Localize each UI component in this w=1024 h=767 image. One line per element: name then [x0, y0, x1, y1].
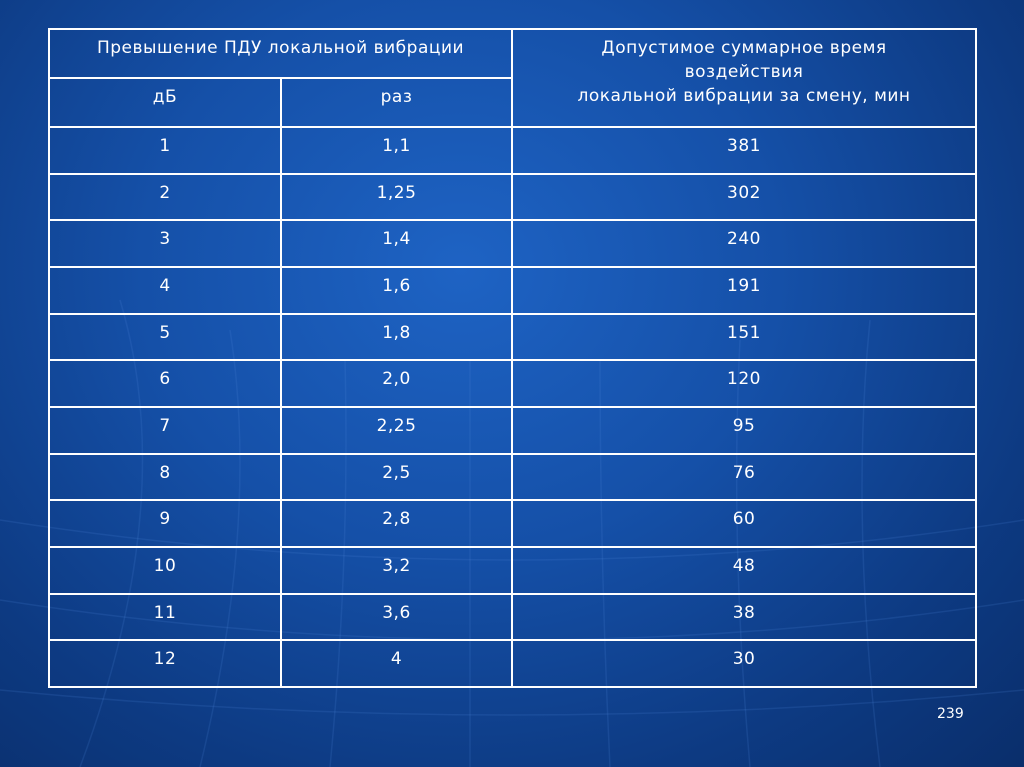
cell-times: 3,6 [279, 592, 514, 642]
cell-times: 1,8 [279, 312, 514, 362]
cell-times: 1,6 [279, 265, 514, 315]
cell-times: 1,4 [279, 219, 514, 268]
table-row: 4 1,6 191 [48, 265, 978, 315]
cell-db: 11 [48, 592, 282, 642]
table-row: 6 2,0 120 [48, 359, 978, 408]
cell-minutes: 95 [511, 405, 978, 455]
cell-db: 2 [48, 172, 282, 222]
cell-minutes: 76 [511, 452, 978, 502]
table-row: 12 4 30 [48, 639, 978, 688]
cell-minutes: 240 [511, 219, 978, 268]
table-row: 8 2,5 76 [48, 452, 978, 502]
cell-times: 1,1 [279, 126, 514, 175]
vibration-exposure-table: Превышение ПДУ локальной вибрации Допуст… [47, 28, 978, 688]
cell-times: 4 [279, 639, 514, 688]
header-allowed-time-line: локальной вибрации за смену, мин [577, 86, 911, 106]
cell-db: 8 [48, 452, 282, 502]
cell-db: 3 [48, 219, 282, 268]
page-number: 239 [937, 706, 964, 722]
cell-db: 5 [48, 312, 282, 362]
header-db: дБ [48, 77, 282, 128]
cell-db: 7 [48, 405, 282, 455]
cell-minutes: 302 [511, 172, 978, 222]
cell-minutes: 30 [511, 639, 978, 688]
cell-times: 3,2 [279, 545, 514, 595]
cell-times: 2,8 [279, 499, 514, 548]
table-row: 5 1,8 151 [48, 312, 978, 362]
table-row: 1 1,1 381 [48, 126, 978, 175]
header-row: Превышение ПДУ локальной вибрации Допуст… [47, 28, 978, 128]
cell-minutes: 38 [511, 592, 978, 642]
table-row: 3 1,4 240 [48, 219, 978, 268]
cell-minutes: 120 [511, 359, 978, 408]
header-allowed-time-line: воздействия [684, 62, 804, 82]
cell-minutes: 48 [511, 545, 978, 595]
cell-db: 6 [48, 359, 282, 408]
cell-db: 1 [48, 126, 282, 175]
cell-db: 4 [48, 265, 282, 315]
header-group-title: Превышение ПДУ локальной вибрации [47, 28, 514, 79]
cell-minutes: 60 [511, 499, 978, 548]
cell-times: 2,5 [279, 452, 514, 502]
cell-times: 2,0 [279, 359, 514, 408]
cell-times: 2,25 [279, 405, 514, 455]
cell-db: 12 [48, 639, 282, 688]
cell-db: 10 [48, 545, 282, 595]
table-row: 2 1,25 302 [48, 172, 978, 222]
header-times: раз [279, 77, 514, 128]
header-allowed-time-line: Допустимое суммарное время [601, 38, 887, 58]
subheader-row: дБ раз [48, 77, 976, 128]
cell-minutes: 191 [511, 265, 978, 315]
header-allowed-time: Допустимое суммарное время воздействия л… [511, 28, 978, 128]
cell-db: 9 [48, 499, 282, 548]
table-row: 10 3,2 48 [48, 545, 978, 595]
table-row: 9 2,8 60 [48, 499, 978, 548]
cell-times: 1,25 [279, 172, 514, 222]
table-row: 11 3,6 38 [48, 592, 978, 642]
table-row: 7 2,25 95 [48, 405, 978, 455]
cell-minutes: 381 [511, 126, 978, 175]
cell-minutes: 151 [511, 312, 978, 362]
